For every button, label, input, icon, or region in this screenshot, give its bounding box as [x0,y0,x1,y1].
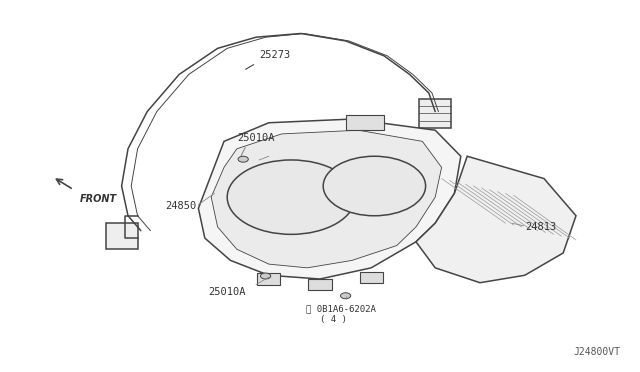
FancyBboxPatch shape [346,115,384,130]
Circle shape [323,156,426,216]
Text: ( 4 ): ( 4 ) [320,315,347,324]
Text: 25010A: 25010A [208,287,246,297]
FancyBboxPatch shape [106,223,138,249]
Text: 25273: 25273 [259,49,291,60]
Polygon shape [416,156,576,283]
Polygon shape [198,119,461,279]
FancyBboxPatch shape [419,99,451,128]
Circle shape [340,293,351,299]
Circle shape [260,273,271,279]
Text: J24800VT: J24800VT [574,347,621,357]
Circle shape [238,156,248,162]
Text: Ⓑ 0B1A6-6202A: Ⓑ 0B1A6-6202A [306,304,376,313]
Circle shape [227,160,355,234]
FancyBboxPatch shape [360,272,383,283]
Text: 25010A: 25010A [237,133,275,143]
FancyBboxPatch shape [308,279,332,290]
Polygon shape [211,130,442,268]
Text: 24850: 24850 [165,202,196,211]
Text: 24813: 24813 [525,222,556,232]
Text: FRONT: FRONT [80,194,117,204]
FancyBboxPatch shape [257,273,280,285]
